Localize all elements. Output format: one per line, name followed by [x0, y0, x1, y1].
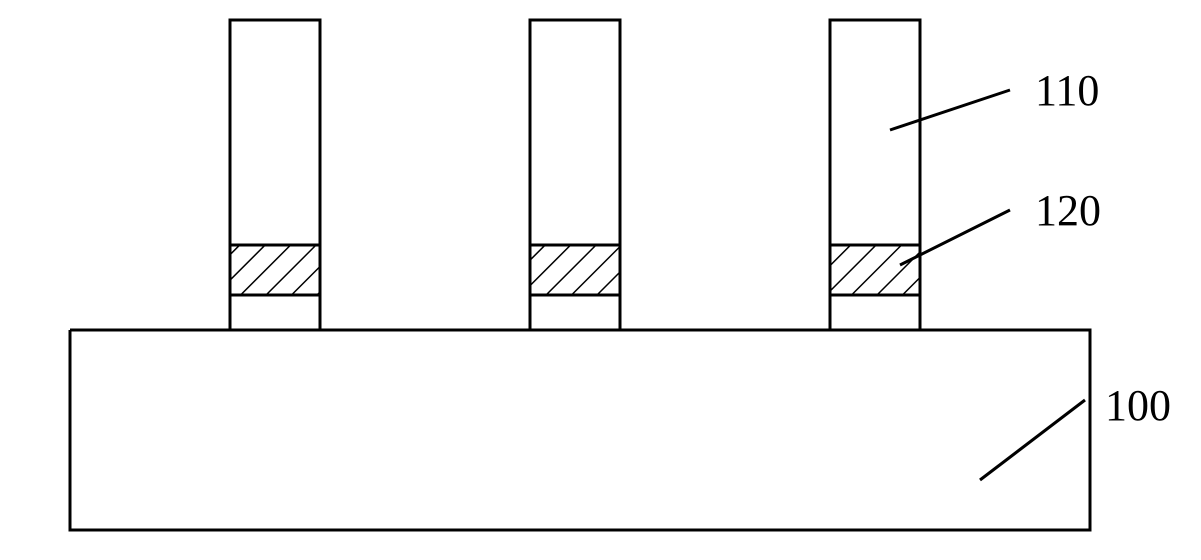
label-120: 120 [900, 186, 1101, 265]
substrate-outline [70, 330, 1090, 530]
label-text: 100 [1105, 381, 1171, 430]
pillar-2 [530, 20, 620, 330]
pillar-3 [830, 20, 920, 330]
label-100: 100 [980, 381, 1171, 480]
leader-line [980, 400, 1085, 480]
pillar-1 [230, 20, 320, 330]
hatched-layer [230, 245, 320, 295]
hatched-layer [530, 245, 620, 295]
cross-section-diagram: 110 120 100 [0, 0, 1201, 560]
label-text: 120 [1035, 186, 1101, 235]
label-text: 110 [1035, 66, 1099, 115]
hatched-layer [830, 245, 920, 295]
